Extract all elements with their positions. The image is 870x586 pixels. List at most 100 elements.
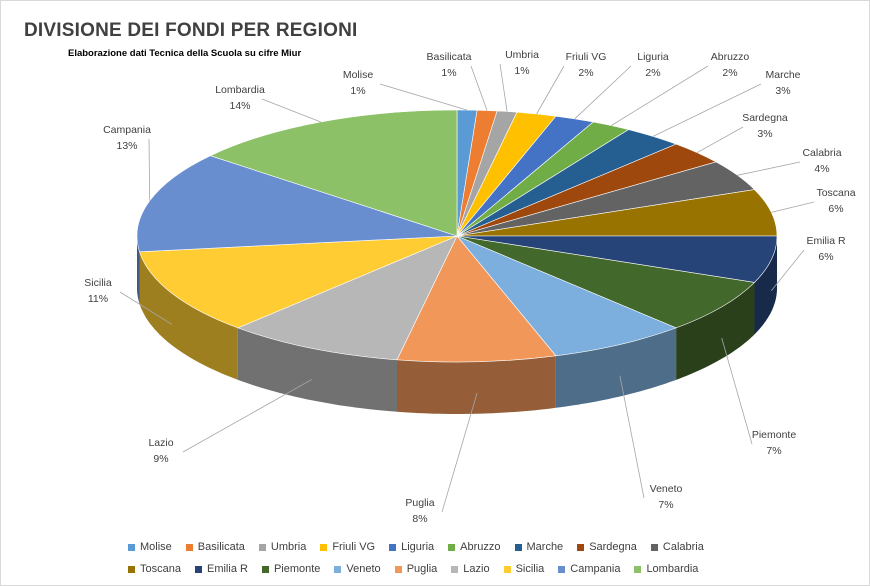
- legend-item-basilicata: Basilicata: [185, 541, 245, 553]
- data-label-pct-campania: 13%: [116, 140, 137, 152]
- legend-label: Molise: [140, 541, 172, 553]
- legend-label: Sardegna: [589, 541, 637, 553]
- data-label-pct-umbria: 1%: [514, 65, 529, 77]
- data-label-pct-lombardia: 14%: [229, 100, 250, 112]
- leader-line-sicilia: [119, 291, 173, 325]
- legend-item-liguria: Liguria: [389, 541, 434, 553]
- leader-line-calabria: [737, 161, 801, 176]
- legend-item-piemonte: Piemonte: [261, 563, 320, 575]
- legend-item-molise: Molise: [128, 541, 172, 553]
- legend-swatch: [634, 565, 642, 573]
- legend-row: Molise Basilicata Umbria Friuli VG Liguria Ab…: [128, 536, 768, 558]
- legend-label: Lazio: [463, 563, 490, 575]
- legend-label: Basilicata: [197, 541, 245, 553]
- legend-swatch: [128, 543, 135, 551]
- data-label-name-toscana: Toscana: [816, 187, 855, 199]
- legend-item-puglia: Puglia: [394, 563, 438, 575]
- legend-item-campania: Campania: [558, 563, 620, 575]
- leader-line-piemonte: [721, 337, 753, 445]
- pie-slice-toscana: [456, 189, 778, 237]
- legend-label: Abruzzo: [460, 541, 501, 553]
- data-label-pct-abruzzo: 2%: [722, 67, 737, 79]
- data-label-pct-piemonte: 7%: [766, 445, 781, 457]
- data-label-pct-emilia-r: 6%: [818, 251, 833, 263]
- data-label-pct-toscana: 6%: [828, 203, 843, 215]
- chart-subtitle: Elaborazione dati Tecnica della Scuola s…: [68, 48, 302, 59]
- data-label-pct-liguria: 2%: [645, 67, 660, 79]
- leader-line-umbria: [499, 63, 508, 112]
- data-label-pct-sicilia: 11%: [88, 293, 108, 305]
- leader-line-molise: [379, 83, 468, 111]
- pie-side-sicilia: [139, 251, 238, 380]
- leader-line-puglia: [441, 392, 478, 513]
- legend-item-emilia-r: Emilia R: [194, 563, 248, 575]
- legend-swatch: [451, 565, 459, 573]
- legend-swatch: [320, 543, 328, 551]
- data-label-name-sicilia: Sicilia: [84, 277, 112, 289]
- pie-side-lazio: [237, 327, 397, 412]
- leader-line-campania: [148, 138, 151, 201]
- data-label-name-abruzzo: Abruzzo: [711, 51, 750, 63]
- data-label-pct-friuli-vg: 2%: [578, 67, 593, 79]
- pie-side-campania: [137, 236, 140, 304]
- legend-label: Lombardia: [646, 563, 699, 575]
- legend-item-abruzzo: Abruzzo: [448, 541, 501, 553]
- legend: Molise Basilicata Umbria Friuli VG Liguria Ab…: [128, 536, 768, 580]
- leader-line-basilicata: [470, 65, 488, 111]
- pie-slice-veneto: [456, 235, 677, 357]
- legend-swatch: [258, 543, 266, 551]
- legend-label: Umbria: [270, 541, 307, 553]
- data-label-name-umbria: Umbria: [505, 49, 539, 61]
- data-label-name-emilia-r: Emilia R: [806, 235, 846, 247]
- legend-label: Liguria: [401, 541, 435, 553]
- data-label-name-puglia: Puglia: [405, 497, 434, 509]
- pie-slice-sicilia: [139, 235, 458, 329]
- legend-item-veneto: Veneto: [334, 563, 381, 575]
- data-label-pct-puglia: 8%: [412, 513, 427, 525]
- legend-swatch: [650, 543, 658, 551]
- data-label-pct-lazio: 9%: [153, 453, 168, 465]
- pie-depth: [137, 236, 777, 414]
- leader-line-lombardia: [261, 98, 321, 123]
- leader-line-emilia-r: [770, 249, 805, 292]
- legend-label: Calabria: [662, 541, 704, 553]
- data-labels: Molise 1% Basilicata 1% Umbria 1% Friuli VG 2% L…: [84, 49, 855, 525]
- leader-line-sardegna: [696, 126, 744, 154]
- legend-swatch: [185, 543, 193, 551]
- data-label-name-campania: Campania: [103, 124, 151, 136]
- data-label-name-calabria: Calabria: [802, 147, 841, 159]
- legend-item-sardegna: Sardegna: [577, 541, 637, 553]
- legend-label: Emilia R: [206, 563, 248, 575]
- pie-slice-piemonte: [456, 235, 756, 329]
- pie-slice-puglia: [396, 235, 557, 363]
- legend-label: Puglia: [406, 563, 438, 575]
- legend-swatch: [514, 543, 522, 551]
- data-label-name-marche: Marche: [765, 69, 800, 81]
- legend-swatch: [503, 565, 511, 573]
- legend-swatch: [334, 565, 342, 573]
- legend-row: Toscana Emilia R Piemonte Veneto Puglia Lazio…: [128, 558, 768, 580]
- legend-swatch: [394, 565, 402, 573]
- legend-label: Sicilia: [515, 563, 545, 575]
- legend-item-calabria: Calabria: [650, 541, 704, 553]
- data-label-pct-sardegna: 3%: [757, 128, 772, 140]
- chart-title: DIVISIONE DEI FONDI PER REGIONI: [24, 20, 358, 41]
- legend-swatch: [577, 543, 585, 551]
- data-label-name-liguria: Liguria: [637, 51, 669, 63]
- data-label-name-veneto: Veneto: [650, 483, 683, 495]
- legend-swatch: [194, 565, 202, 573]
- legend-item-sicilia: Sicilia: [503, 563, 545, 575]
- legend-item-toscana: Toscana: [128, 563, 181, 575]
- data-label-pct-basilicata: 1%: [441, 67, 456, 79]
- legend-label: Veneto: [346, 563, 381, 575]
- leader-line-marche: [652, 83, 762, 137]
- legend-label: Toscana: [140, 563, 181, 575]
- data-label-name-lombardia: Lombardia: [215, 84, 265, 96]
- legend-item-lombardia: Lombardia: [634, 563, 698, 575]
- data-label-pct-marche: 3%: [775, 85, 790, 97]
- legend-swatch: [128, 565, 135, 573]
- leader-line-friuli-vg: [536, 65, 565, 115]
- legend-item-friuli-vg: Friuli VG: [320, 541, 375, 553]
- data-label-name-molise: Molise: [343, 69, 374, 81]
